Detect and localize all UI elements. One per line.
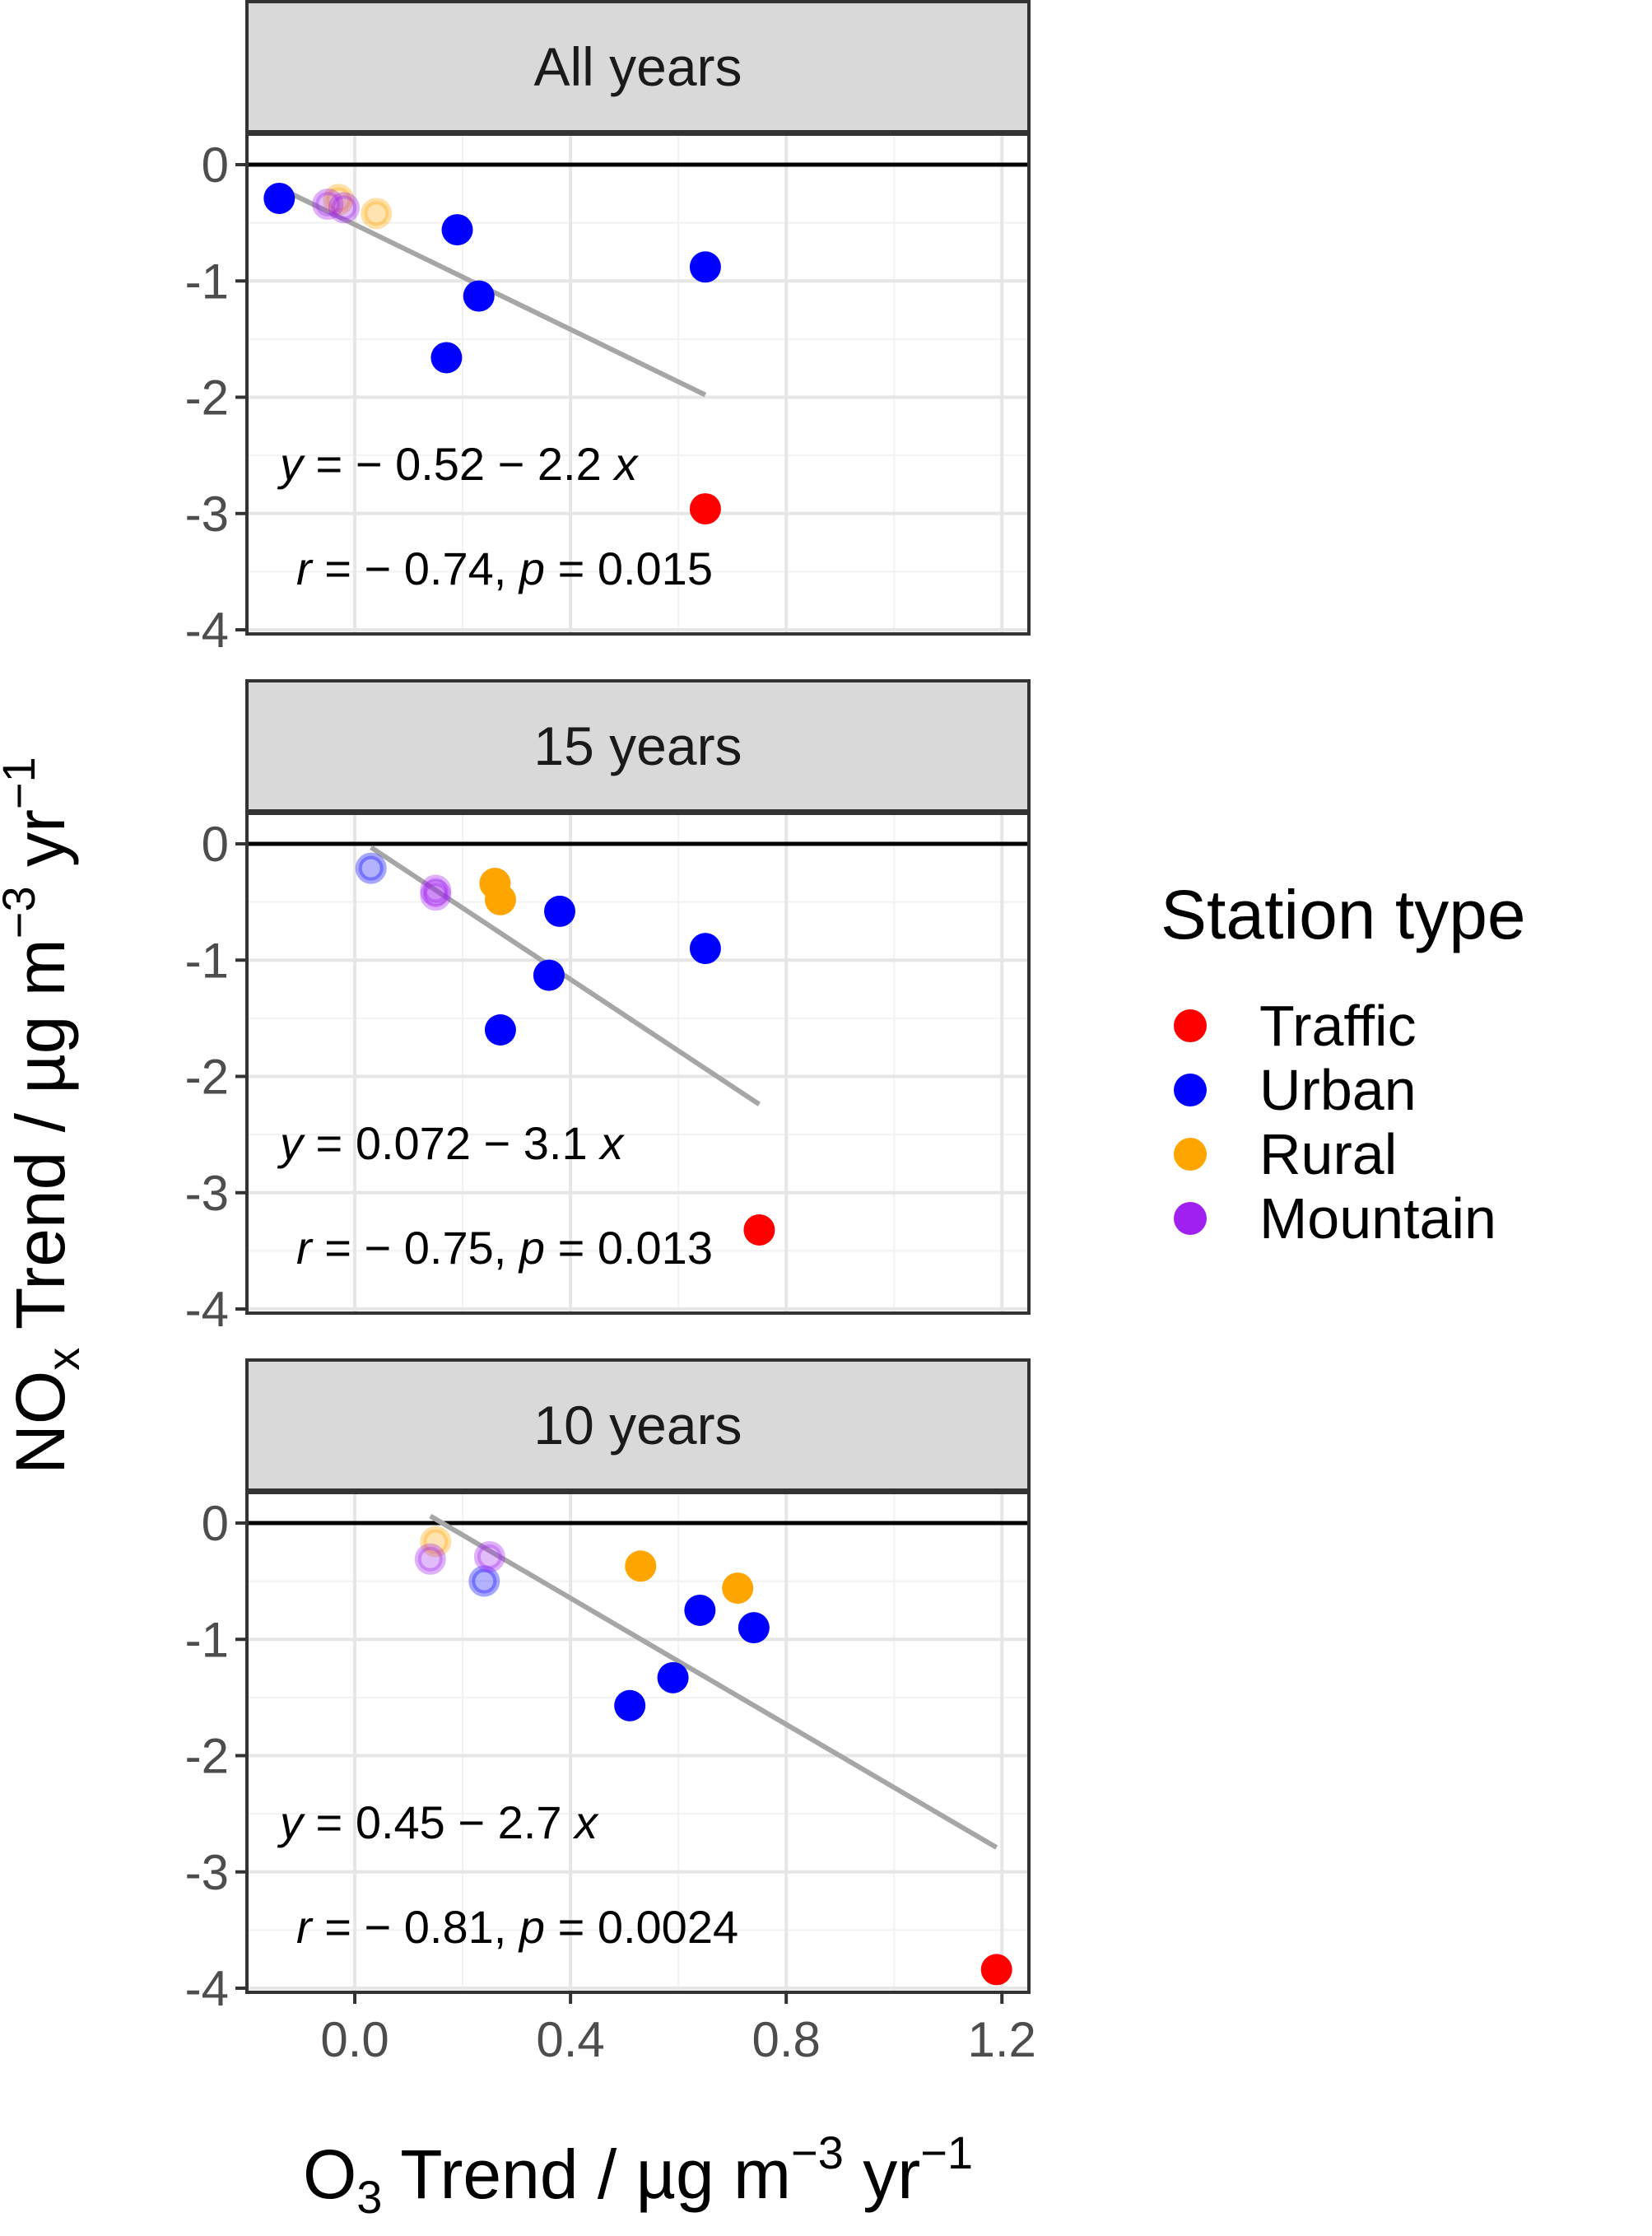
correlation-statistics: r = − 0.81, p = 0.0024 — [296, 1901, 738, 1953]
y-tick-label: -1 — [185, 933, 229, 988]
data-point-urban — [614, 1689, 646, 1721]
data-point-urban — [533, 959, 565, 991]
panel-border — [245, 133, 1031, 636]
y-tick-label: -3 — [185, 1166, 229, 1221]
data-points — [355, 852, 775, 1246]
data-point-urban — [689, 251, 721, 283]
y-tick-label: -4 — [185, 1282, 229, 1337]
data-point-urban — [463, 280, 495, 312]
panel-strip-title: All years — [533, 36, 742, 97]
legend-key-traffic — [1174, 1009, 1207, 1042]
y-tick-label: -4 — [185, 603, 229, 658]
data-point-urban — [684, 1594, 716, 1626]
panel-3: 10 years y = 0.45 − 2.7 x r = − 0.81, p = … — [185, 1358, 1031, 2016]
x-tick-label: 0.4 — [536, 2012, 604, 2067]
data-point-mountain — [414, 1543, 446, 1575]
y-tick-label: 0 — [202, 1496, 229, 1551]
regression-equation: y = − 0.52 − 2.2 x — [277, 438, 639, 490]
grid-lines — [246, 1493, 1029, 1992]
data-point-urban — [355, 852, 387, 884]
data-point-rural — [420, 1526, 452, 1558]
legend-key-mountain — [1174, 1202, 1207, 1235]
y-tick-label: -4 — [185, 1961, 229, 2016]
data-point-mountain — [420, 874, 452, 906]
plot-background — [247, 134, 1029, 634]
data-point-urban — [263, 182, 295, 214]
regression-line — [429, 1513, 998, 1850]
y-tick-label: -2 — [185, 370, 229, 426]
y-tick-label: -1 — [185, 1612, 229, 1667]
panel-strip — [245, 0, 1031, 133]
data-point-rural — [361, 198, 393, 230]
data-point-urban — [689, 933, 721, 965]
data-point-urban — [657, 1661, 689, 1693]
panel-strip — [245, 679, 1031, 813]
data-point-mountain — [328, 192, 360, 224]
data-point-mountain — [473, 1540, 505, 1572]
panel-2: 15 years y = 0.072 − 3.1 x r = − 0.75, p =… — [185, 679, 1031, 1337]
legend-label-mountain: Mountain — [1259, 1186, 1496, 1251]
legend-key-urban — [1174, 1074, 1207, 1106]
plot-background — [247, 813, 1029, 1313]
data-point-mountain — [420, 879, 452, 911]
y-axis-title: NOx Trend / µg m−3 yr−1 — [0, 757, 89, 1474]
legend-title: Station type — [1161, 876, 1526, 953]
data-point-traffic — [689, 493, 721, 525]
panel-1: All years y = − 0.52 − 2.2 x r = − 0.74, p… — [185, 0, 1031, 658]
x-tick-label: 1.2 — [968, 2012, 1036, 2067]
data-point-mountain — [312, 189, 344, 221]
panel-border — [245, 812, 1031, 1315]
data-point-rural — [484, 883, 516, 915]
y-tick-label: 0 — [202, 817, 229, 872]
data-point-urban — [430, 342, 463, 374]
data-point-urban — [544, 895, 575, 927]
data-point-traffic — [743, 1213, 775, 1246]
panel-border — [245, 1491, 1031, 1994]
x-axis: 0.0 0.4 0.8 1.2 — [320, 1992, 1036, 2067]
legend-label-rural: Rural — [1259, 1122, 1397, 1186]
regression-line — [370, 845, 761, 1106]
data-points — [263, 182, 721, 525]
legend: Station type Traffic Urban Rural Mountai… — [1161, 876, 1526, 1251]
regression-equation: y = 0.072 − 3.1 x — [277, 1117, 625, 1169]
data-point-urban — [441, 214, 473, 246]
legend-label-traffic: Traffic — [1259, 994, 1417, 1058]
correlation-statistics: r = − 0.75, p = 0.013 — [296, 1222, 713, 1274]
panel-strip — [245, 1358, 1031, 1492]
legend-key-rural — [1174, 1138, 1207, 1171]
y-tick-label: -3 — [185, 1845, 229, 1900]
data-point-urban — [738, 1612, 770, 1644]
correlation-statistics: r = − 0.74, p = 0.015 — [296, 543, 713, 594]
data-point-rural — [625, 1550, 657, 1582]
y-tick-label: -2 — [185, 1050, 229, 1105]
data-point-rural — [722, 1572, 754, 1605]
data-point-traffic — [980, 1954, 1012, 1986]
panels-group: All years y = − 0.52 − 2.2 x r = − 0.74, p… — [185, 0, 1036, 2067]
panel-strip-title: 15 years — [533, 715, 742, 776]
data-point-rural — [323, 184, 355, 216]
x-tick-label: 0.0 — [320, 2012, 389, 2067]
legend-label-urban: Urban — [1259, 1058, 1417, 1122]
regression-equation: y = 0.45 − 2.7 x — [277, 1796, 599, 1848]
y-tick-label: -1 — [185, 254, 229, 309]
y-tick-label: -2 — [185, 1729, 229, 1784]
data-point-urban — [468, 1565, 500, 1597]
y-tick-label: -3 — [185, 487, 229, 542]
panel-strip-title: 10 years — [533, 1395, 742, 1456]
x-axis-title: O3 Trend / µg m−3 yr−1 — [303, 2127, 973, 2223]
y-tick-label: 0 — [202, 137, 229, 193]
data-point-urban — [484, 1014, 516, 1046]
data-points — [414, 1526, 1012, 1986]
x-tick-label: 0.8 — [752, 2012, 820, 2067]
